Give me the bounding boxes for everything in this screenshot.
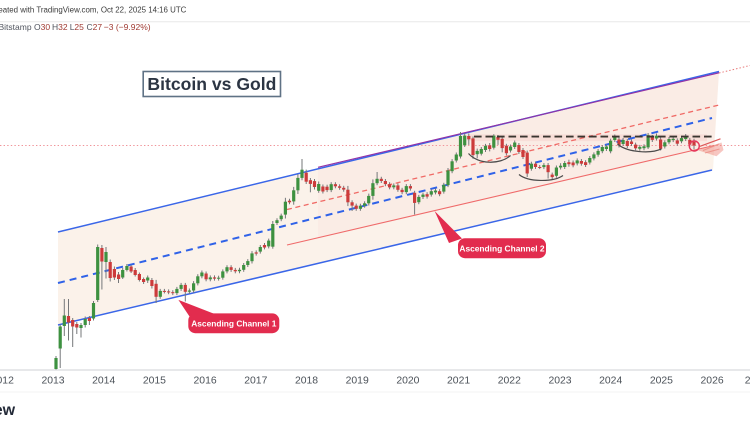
svg-text:2019: 2019 bbox=[346, 376, 369, 387]
svg-text:2012: 2012 bbox=[0, 376, 14, 387]
svg-text:Bitstamp: Bitstamp bbox=[0, 22, 32, 32]
svg-text:O30: O30 bbox=[34, 22, 50, 32]
svg-text:Created with TradingView.com,: Created with TradingView.com, Oct 22, 20… bbox=[0, 5, 187, 14]
svg-text:Ascending Channel 1: Ascending Channel 1 bbox=[191, 319, 277, 329]
svg-text:2022: 2022 bbox=[498, 376, 521, 387]
svg-text:2015: 2015 bbox=[143, 376, 166, 387]
svg-text:−3 (−9.92%): −3 (−9.92%) bbox=[104, 22, 151, 32]
svg-text:ew: ew bbox=[0, 402, 16, 419]
svg-text:Ascending Channel 2: Ascending Channel 2 bbox=[459, 244, 545, 254]
svg-text:H32: H32 bbox=[52, 22, 68, 32]
svg-text:2017: 2017 bbox=[244, 376, 267, 387]
svg-text:2016: 2016 bbox=[194, 376, 217, 387]
svg-text:2025: 2025 bbox=[650, 376, 673, 387]
svg-text:2027: 2027 bbox=[745, 376, 750, 387]
svg-text:2024: 2024 bbox=[599, 376, 622, 387]
svg-text:2023: 2023 bbox=[548, 376, 571, 387]
svg-text:2020: 2020 bbox=[396, 376, 419, 387]
svg-text:2018: 2018 bbox=[295, 376, 318, 387]
svg-text:2013: 2013 bbox=[41, 376, 64, 387]
svg-text:Bitcoin vs Gold: Bitcoin vs Gold bbox=[147, 74, 276, 94]
svg-text:2014: 2014 bbox=[92, 376, 115, 387]
svg-text:2026: 2026 bbox=[701, 376, 724, 387]
svg-text:2021: 2021 bbox=[447, 376, 470, 387]
svg-text:L25: L25 bbox=[70, 22, 84, 32]
svg-text:C27: C27 bbox=[87, 22, 103, 32]
